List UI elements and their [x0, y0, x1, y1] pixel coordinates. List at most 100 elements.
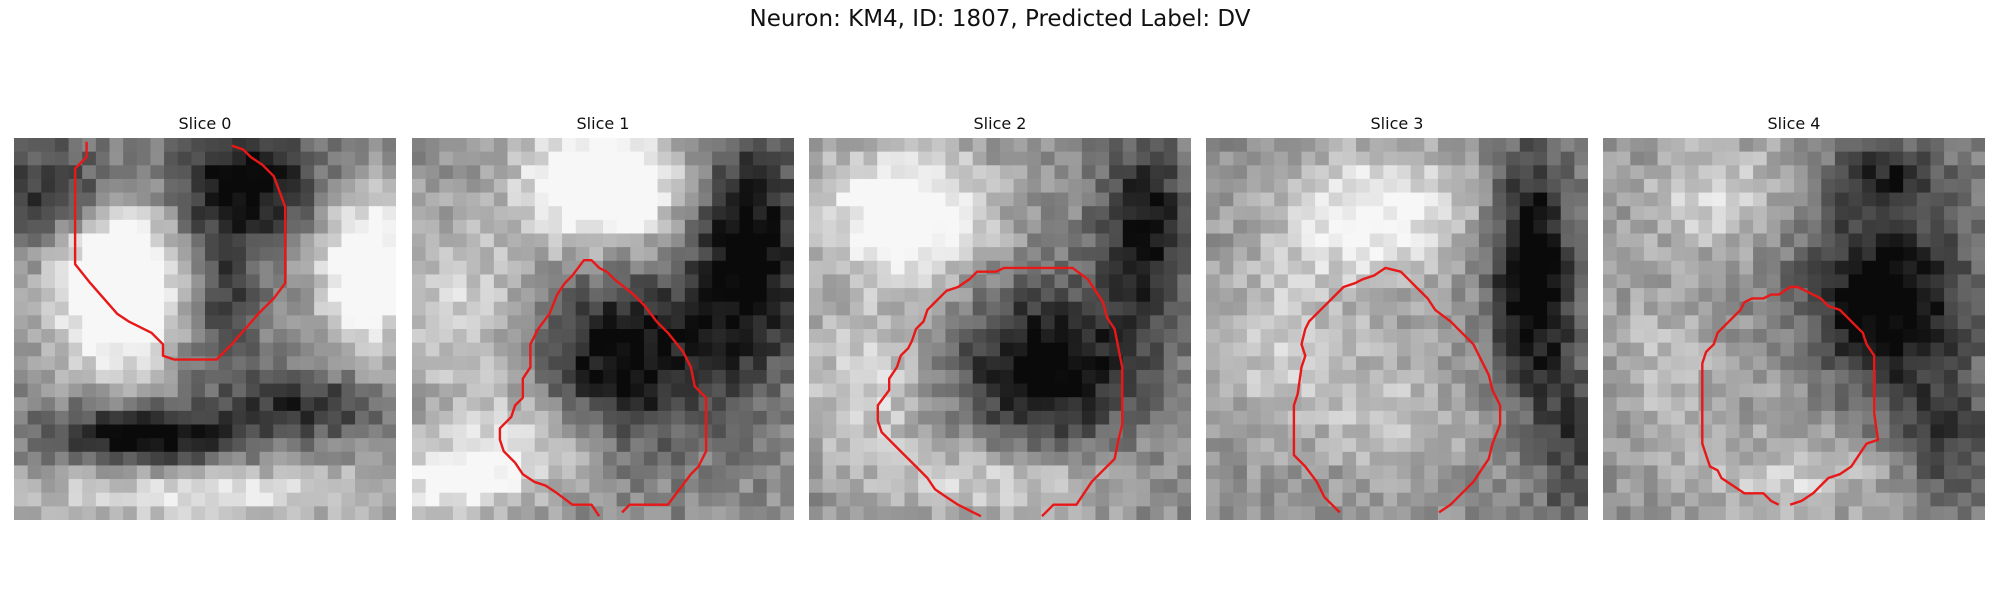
pixel [286, 369, 302, 385]
pixel [300, 424, 315, 439]
pixel [657, 165, 672, 180]
pixel [1547, 479, 1562, 494]
pixel [931, 356, 947, 371]
pixel [1903, 383, 1918, 398]
pixel [439, 315, 454, 330]
pixel [562, 165, 577, 180]
pixel [27, 233, 42, 248]
pixel [1944, 369, 1959, 385]
pixel [1630, 288, 1645, 303]
pixel [698, 342, 713, 357]
pixel [863, 233, 878, 248]
pixel [314, 383, 329, 398]
pixel [684, 219, 700, 235]
pixel [1766, 356, 1781, 371]
pixel [972, 138, 987, 153]
pixel [205, 301, 220, 316]
pixel [1109, 479, 1124, 494]
pixel [1342, 465, 1357, 480]
pixel [766, 424, 781, 439]
pixel [205, 138, 220, 153]
pixel [1725, 219, 1741, 235]
pixel [1739, 369, 1754, 385]
pixel [191, 424, 206, 439]
pixel [1780, 315, 1795, 330]
pixel [1957, 410, 1972, 426]
pixel [684, 165, 700, 180]
pixel [1889, 451, 1904, 467]
pixel [1957, 315, 1972, 330]
pixel [822, 506, 837, 520]
pixel [1068, 288, 1083, 303]
pixel [809, 192, 824, 207]
pixel [1766, 410, 1781, 426]
pixel [753, 260, 768, 276]
pixel [1560, 288, 1575, 303]
pixel [1603, 451, 1618, 467]
pixel [82, 288, 97, 303]
pixel [191, 492, 206, 507]
pixel [521, 288, 536, 303]
pixel [245, 247, 261, 262]
pixel [1848, 301, 1863, 316]
slice-image-0 [14, 138, 396, 520]
pixel [1492, 315, 1507, 330]
pixel [1356, 192, 1371, 207]
pixel [1356, 397, 1371, 412]
pixel [452, 410, 468, 426]
pixel [780, 438, 794, 453]
pixel [1040, 138, 1056, 153]
pixel [904, 165, 919, 180]
pixel [218, 301, 233, 316]
pixel [1000, 301, 1015, 316]
pixel [1643, 260, 1659, 276]
pixel [314, 151, 329, 166]
pixel [1547, 465, 1562, 480]
pixel [1712, 424, 1727, 439]
pixel [1013, 397, 1028, 412]
pixel [1671, 438, 1686, 453]
pixel [245, 219, 261, 235]
pixel [562, 206, 577, 221]
pixel [1807, 315, 1822, 330]
pixel [1848, 438, 1863, 453]
pixel [739, 465, 754, 480]
pixel [521, 506, 536, 520]
pixel [341, 506, 356, 520]
pixel [1040, 356, 1056, 371]
pixel [1547, 397, 1562, 412]
pixel [1315, 288, 1330, 303]
pixel [1369, 233, 1384, 248]
pixel [616, 383, 631, 398]
pixel [286, 151, 302, 166]
pixel [382, 451, 396, 467]
pixel [1533, 465, 1548, 480]
pixel [1862, 206, 1877, 221]
pixel [191, 206, 206, 221]
pixel [327, 274, 343, 289]
pixel [1356, 329, 1371, 344]
pixel [1574, 315, 1588, 330]
pixel [177, 451, 192, 467]
pixel [41, 315, 56, 330]
pixel [1163, 506, 1178, 520]
pixel [273, 247, 288, 262]
pixel [191, 315, 206, 330]
pixel [521, 178, 536, 194]
pixel [1657, 206, 1672, 221]
pixel [54, 315, 70, 330]
pixel [439, 260, 454, 276]
pixel [1684, 301, 1700, 316]
pixel [1163, 165, 1178, 180]
pixel [1287, 451, 1303, 467]
pixel [1574, 424, 1588, 439]
pixel [1643, 479, 1659, 494]
pixel [480, 233, 495, 248]
pixel [918, 288, 933, 303]
pixel [1533, 247, 1548, 262]
pixel [562, 410, 577, 426]
pixel [1478, 492, 1494, 507]
pixel [1465, 506, 1480, 520]
pixel [1944, 451, 1959, 467]
pixel [14, 192, 29, 207]
